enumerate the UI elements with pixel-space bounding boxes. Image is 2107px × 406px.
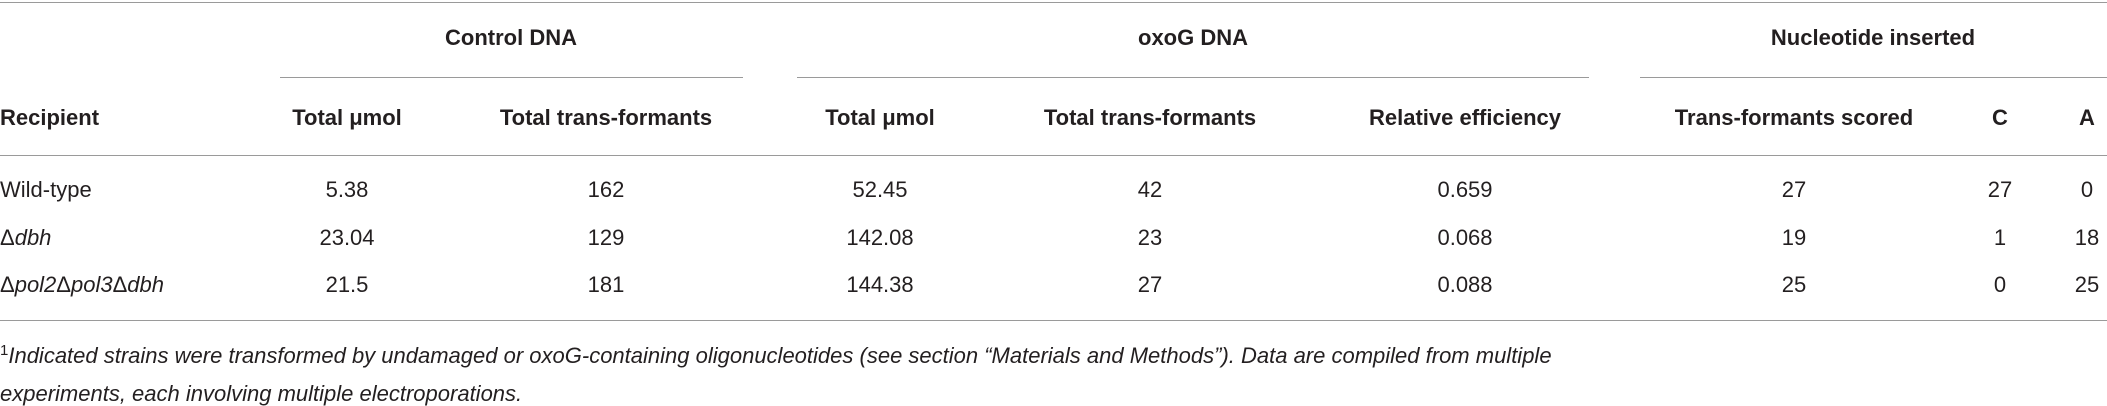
table-cell: 52.45 xyxy=(852,177,908,202)
table-cell: 27 xyxy=(1987,177,2013,202)
column-header: Total trans-formants xyxy=(1043,105,1257,130)
table-cell: 142.08 xyxy=(846,225,914,250)
group-header: oxoG DNA xyxy=(1138,25,1248,50)
row-label: Δdbh xyxy=(0,227,51,249)
label-part: pol2 xyxy=(14,272,57,297)
table-cell: 181 xyxy=(587,272,625,297)
label-part: Δ xyxy=(0,272,15,297)
table-cell: 0 xyxy=(2080,177,2094,202)
table-cell: 23.04 xyxy=(319,225,375,250)
rule xyxy=(0,155,2107,156)
group-header: Control DNA xyxy=(445,25,577,50)
table-cell: 25 xyxy=(1781,272,1807,297)
label-part: pol3 xyxy=(71,272,113,297)
table-cell: 5.38 xyxy=(325,177,369,202)
column-header: Total μmol xyxy=(292,105,402,130)
table-cell: 27 xyxy=(1137,272,1163,297)
column-header: Total μmol xyxy=(825,105,935,130)
column-header: Trans-formants scored xyxy=(1674,105,1914,130)
label-part: Δ xyxy=(56,272,71,297)
table-cell: 0.088 xyxy=(1437,272,1493,297)
table-cell: 0 xyxy=(1993,272,2007,297)
table-cell: 1 xyxy=(1993,225,2007,250)
table-cell: 27 xyxy=(1781,177,1807,202)
row-label: Wild-type xyxy=(0,179,92,201)
rule xyxy=(0,320,2107,321)
footnote-marker: 1 xyxy=(0,342,9,359)
group-rule xyxy=(1640,77,2107,78)
table-cell: 18 xyxy=(2074,225,2100,250)
table-cell: 0.068 xyxy=(1437,225,1493,250)
table-cell: 162 xyxy=(587,177,625,202)
row-label: Δpol2Δpol3Δdbh xyxy=(0,274,164,296)
group-header: Nucleotide inserted xyxy=(1770,25,1976,50)
table-cell: 25 xyxy=(2074,272,2100,297)
column-header: Recipient xyxy=(0,105,100,130)
table-cell: 23 xyxy=(1137,225,1163,250)
label-part: Wild-type xyxy=(0,177,92,202)
table-cell: 42 xyxy=(1137,177,1163,202)
label-part: dbh xyxy=(127,272,165,297)
group-rule xyxy=(280,77,743,78)
column-header: C xyxy=(1992,105,2008,130)
footnote-line: 1Indicated strains were transformed by u… xyxy=(0,343,1552,367)
footnote-line: experiments, each involving multiple ele… xyxy=(0,383,522,405)
footnote-text: experiments, each involving multiple ele… xyxy=(0,381,523,406)
table-cell: 0.659 xyxy=(1437,177,1493,202)
table-cell: 21.5 xyxy=(325,272,369,297)
label-part: Δ xyxy=(0,225,15,250)
column-header: Relative efficiency xyxy=(1369,105,1561,130)
rule xyxy=(0,2,2107,3)
table-cell: 19 xyxy=(1781,225,1807,250)
label-part: dbh xyxy=(14,225,52,250)
table-cell: 144.38 xyxy=(846,272,914,297)
column-header: A xyxy=(2079,105,2095,130)
column-header: Total trans-formants xyxy=(499,105,713,130)
footnote-text: Indicated strains were transformed by un… xyxy=(8,343,1552,368)
table-cell: 129 xyxy=(587,225,625,250)
group-rule xyxy=(797,77,1589,78)
label-part: Δ xyxy=(112,272,128,297)
